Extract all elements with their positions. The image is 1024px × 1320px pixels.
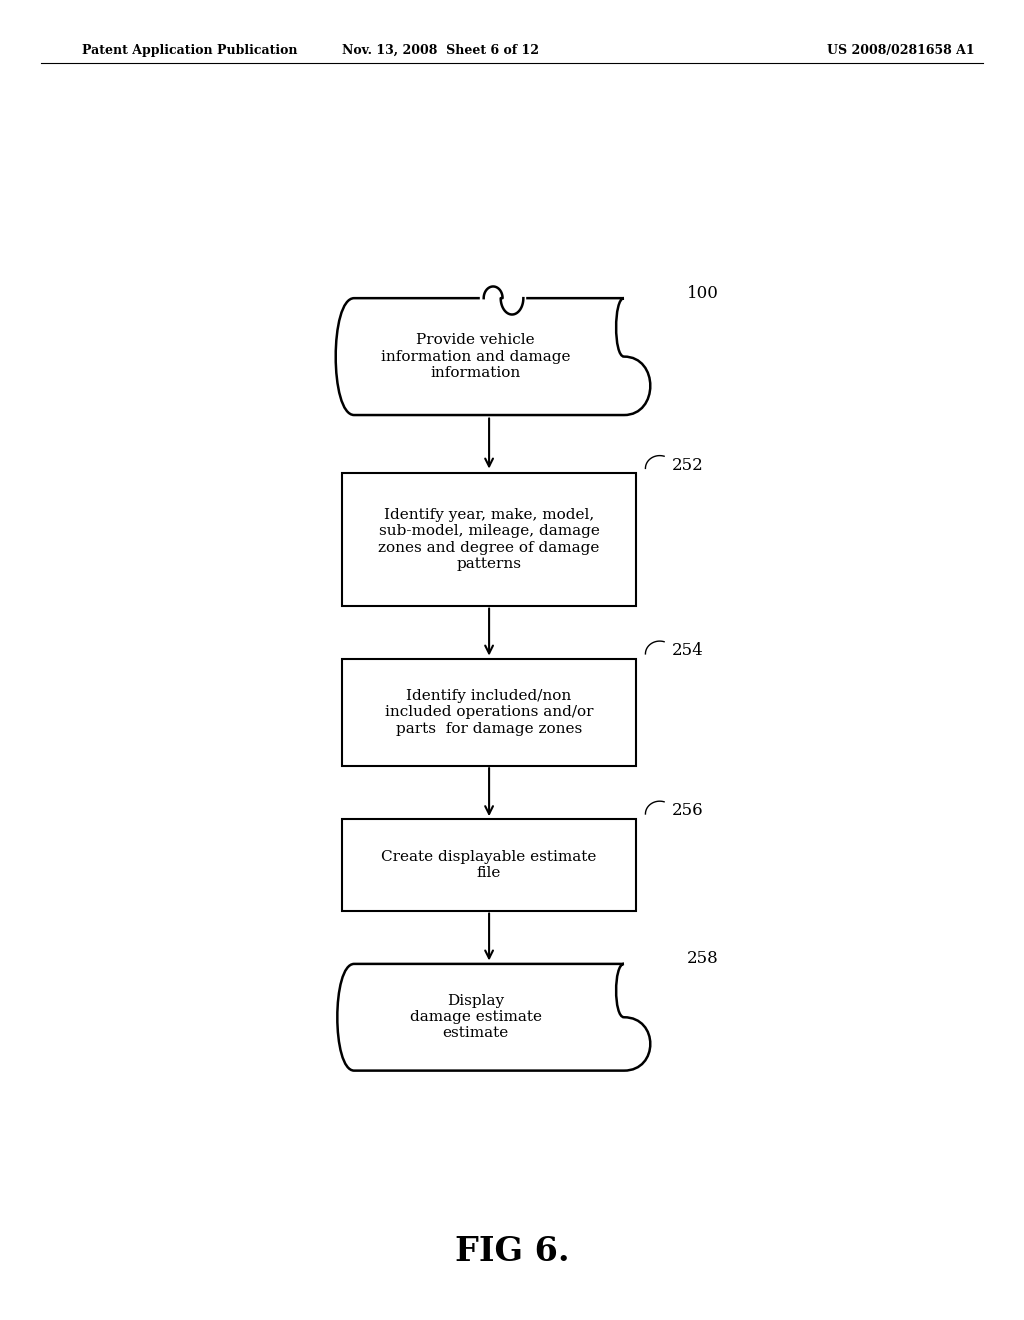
- Text: 100: 100: [687, 285, 719, 301]
- PathPatch shape: [337, 964, 650, 1071]
- Text: Patent Application Publication: Patent Application Publication: [82, 44, 297, 57]
- Text: 254: 254: [672, 643, 703, 660]
- Text: Display
damage estimate
estimate: Display damage estimate estimate: [410, 994, 542, 1040]
- Bar: [342, 474, 636, 606]
- Text: Identify year, make, model,
sub-model, mileage, damage
zones and degree of damag: Identify year, make, model, sub-model, m…: [379, 508, 600, 570]
- Bar: [342, 659, 636, 766]
- Text: FIG 6.: FIG 6.: [455, 1236, 569, 1267]
- Text: Provide vehicle
information and damage
information: Provide vehicle information and damage i…: [381, 334, 570, 380]
- Text: US 2008/0281658 A1: US 2008/0281658 A1: [827, 44, 975, 57]
- Text: Identify included/non
included operations and/or
parts  for damage zones: Identify included/non included operation…: [385, 689, 593, 735]
- Text: 252: 252: [672, 457, 703, 474]
- Text: 258: 258: [687, 950, 719, 968]
- PathPatch shape: [336, 298, 650, 414]
- Text: 256: 256: [672, 803, 703, 820]
- Text: Create displayable estimate
file: Create displayable estimate file: [381, 850, 597, 880]
- Bar: [342, 818, 636, 911]
- Polygon shape: [480, 264, 525, 300]
- Text: Nov. 13, 2008  Sheet 6 of 12: Nov. 13, 2008 Sheet 6 of 12: [342, 44, 539, 57]
